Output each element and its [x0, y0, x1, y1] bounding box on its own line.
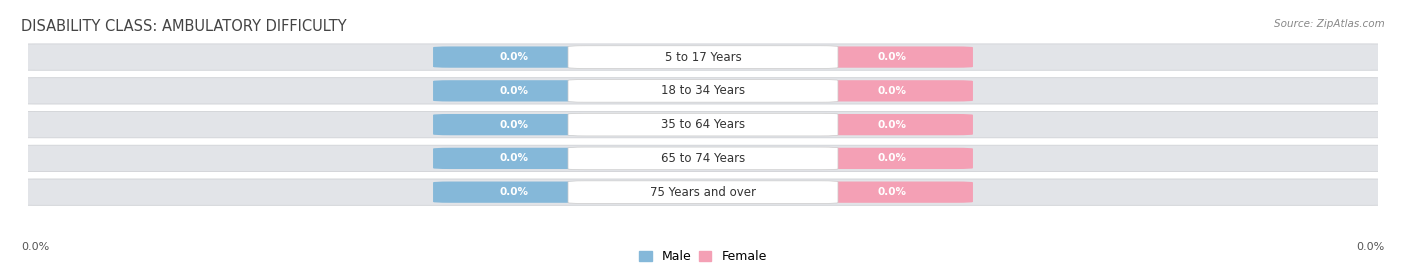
Text: 0.0%: 0.0% [499, 120, 529, 130]
FancyBboxPatch shape [433, 80, 595, 102]
Text: 0.0%: 0.0% [877, 153, 907, 163]
FancyBboxPatch shape [8, 145, 1398, 172]
Text: 0.0%: 0.0% [1357, 242, 1385, 252]
Text: 0.0%: 0.0% [499, 86, 529, 96]
Text: 0.0%: 0.0% [21, 242, 49, 252]
FancyBboxPatch shape [433, 46, 595, 68]
Text: 0.0%: 0.0% [499, 52, 529, 62]
Text: 0.0%: 0.0% [499, 187, 529, 197]
Text: Source: ZipAtlas.com: Source: ZipAtlas.com [1274, 19, 1385, 29]
Text: 0.0%: 0.0% [877, 86, 907, 96]
Text: 0.0%: 0.0% [499, 153, 529, 163]
FancyBboxPatch shape [433, 114, 595, 135]
FancyBboxPatch shape [811, 46, 973, 68]
FancyBboxPatch shape [568, 181, 838, 203]
FancyBboxPatch shape [8, 44, 1398, 70]
FancyBboxPatch shape [811, 148, 973, 169]
Text: 75 Years and over: 75 Years and over [650, 186, 756, 199]
Legend: Male, Female: Male, Female [636, 247, 770, 267]
FancyBboxPatch shape [811, 80, 973, 102]
FancyBboxPatch shape [8, 111, 1398, 138]
FancyBboxPatch shape [8, 78, 1398, 104]
Text: 5 to 17 Years: 5 to 17 Years [665, 51, 741, 64]
FancyBboxPatch shape [811, 114, 973, 135]
Text: 18 to 34 Years: 18 to 34 Years [661, 84, 745, 97]
FancyBboxPatch shape [433, 148, 595, 169]
FancyBboxPatch shape [568, 113, 838, 136]
FancyBboxPatch shape [568, 147, 838, 170]
Text: 0.0%: 0.0% [877, 52, 907, 62]
Text: DISABILITY CLASS: AMBULATORY DIFFICULTY: DISABILITY CLASS: AMBULATORY DIFFICULTY [21, 19, 347, 34]
FancyBboxPatch shape [433, 181, 595, 203]
FancyBboxPatch shape [568, 80, 838, 102]
Text: 35 to 64 Years: 35 to 64 Years [661, 118, 745, 131]
FancyBboxPatch shape [811, 181, 973, 203]
Text: 0.0%: 0.0% [877, 187, 907, 197]
Text: 65 to 74 Years: 65 to 74 Years [661, 152, 745, 165]
FancyBboxPatch shape [8, 179, 1398, 205]
Text: 0.0%: 0.0% [877, 120, 907, 130]
FancyBboxPatch shape [568, 46, 838, 68]
